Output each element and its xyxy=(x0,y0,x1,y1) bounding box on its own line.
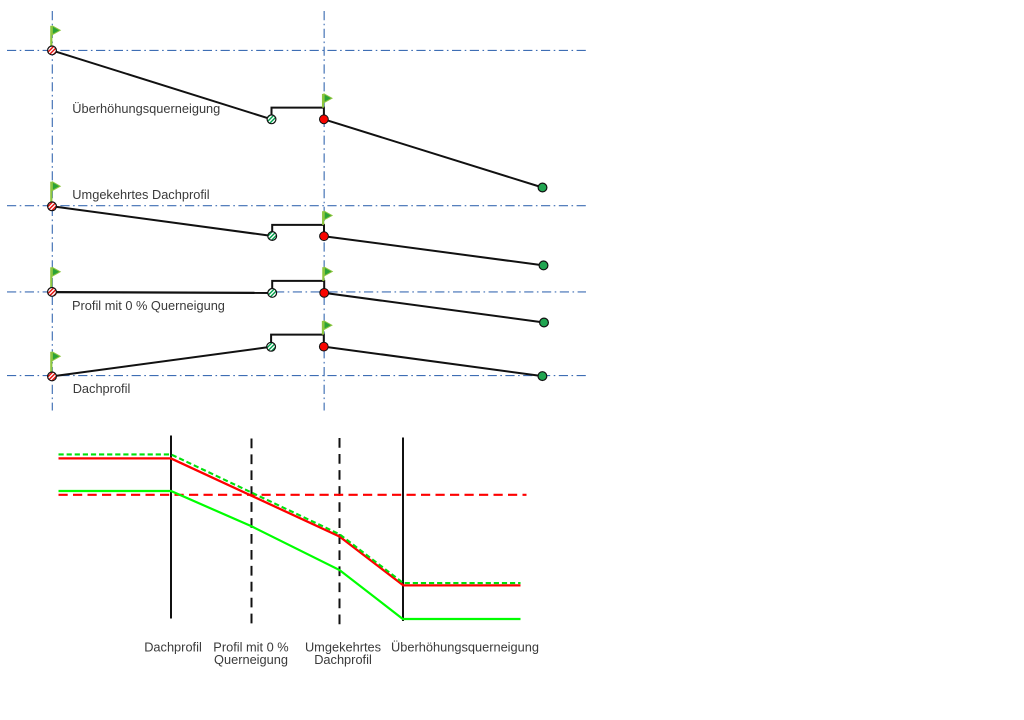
svg-text:Umgekehrtes: Umgekehrtes xyxy=(305,640,381,655)
svg-text:Dachprofil: Dachprofil xyxy=(73,381,131,396)
svg-text:Querneigung: Querneigung xyxy=(214,652,288,667)
svg-text:Umgekehrtes Dachprofil: Umgekehrtes Dachprofil xyxy=(72,187,209,202)
svg-text:Überhöhungsquerneigung: Überhöhungsquerneigung xyxy=(391,640,539,655)
svg-text:Dachprofil: Dachprofil xyxy=(144,640,202,655)
svg-text:Überhöhungsquerneigung: Überhöhungsquerneigung xyxy=(72,101,220,116)
svg-text:Profil mit 0 % Querneigung: Profil mit 0 % Querneigung xyxy=(72,298,225,313)
svg-text:Profil mit 0 %: Profil mit 0 % xyxy=(213,640,288,655)
svg-text:Dachprofil: Dachprofil xyxy=(314,652,372,667)
